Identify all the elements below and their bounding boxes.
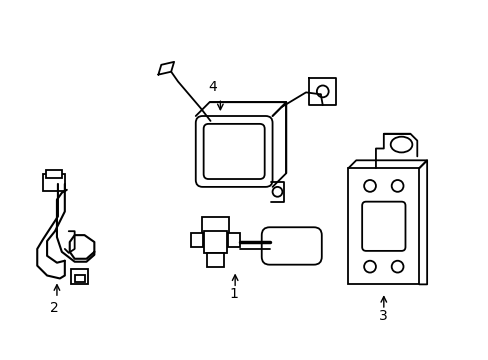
Text: 2: 2 [50,301,59,315]
Bar [43,174,65,191]
Circle shape [316,85,328,97]
Text: 4: 4 [208,80,217,94]
Bar [190,233,202,247]
FancyBboxPatch shape [195,116,272,187]
FancyBboxPatch shape [261,227,321,265]
Bar [203,231,227,253]
FancyBboxPatch shape [362,202,405,251]
Text: 1: 1 [229,287,238,301]
Circle shape [364,261,375,273]
Circle shape [272,187,282,197]
Circle shape [391,180,403,192]
Circle shape [364,180,375,192]
Bar [228,233,240,247]
FancyBboxPatch shape [203,124,264,179]
Text: 3: 3 [378,309,387,323]
Bar [206,253,224,267]
Circle shape [391,261,403,273]
Bar [201,217,229,233]
Bar [347,168,418,284]
Ellipse shape [390,137,411,152]
Bar [71,269,88,284]
Bar [46,170,62,178]
Bar [75,275,84,282]
